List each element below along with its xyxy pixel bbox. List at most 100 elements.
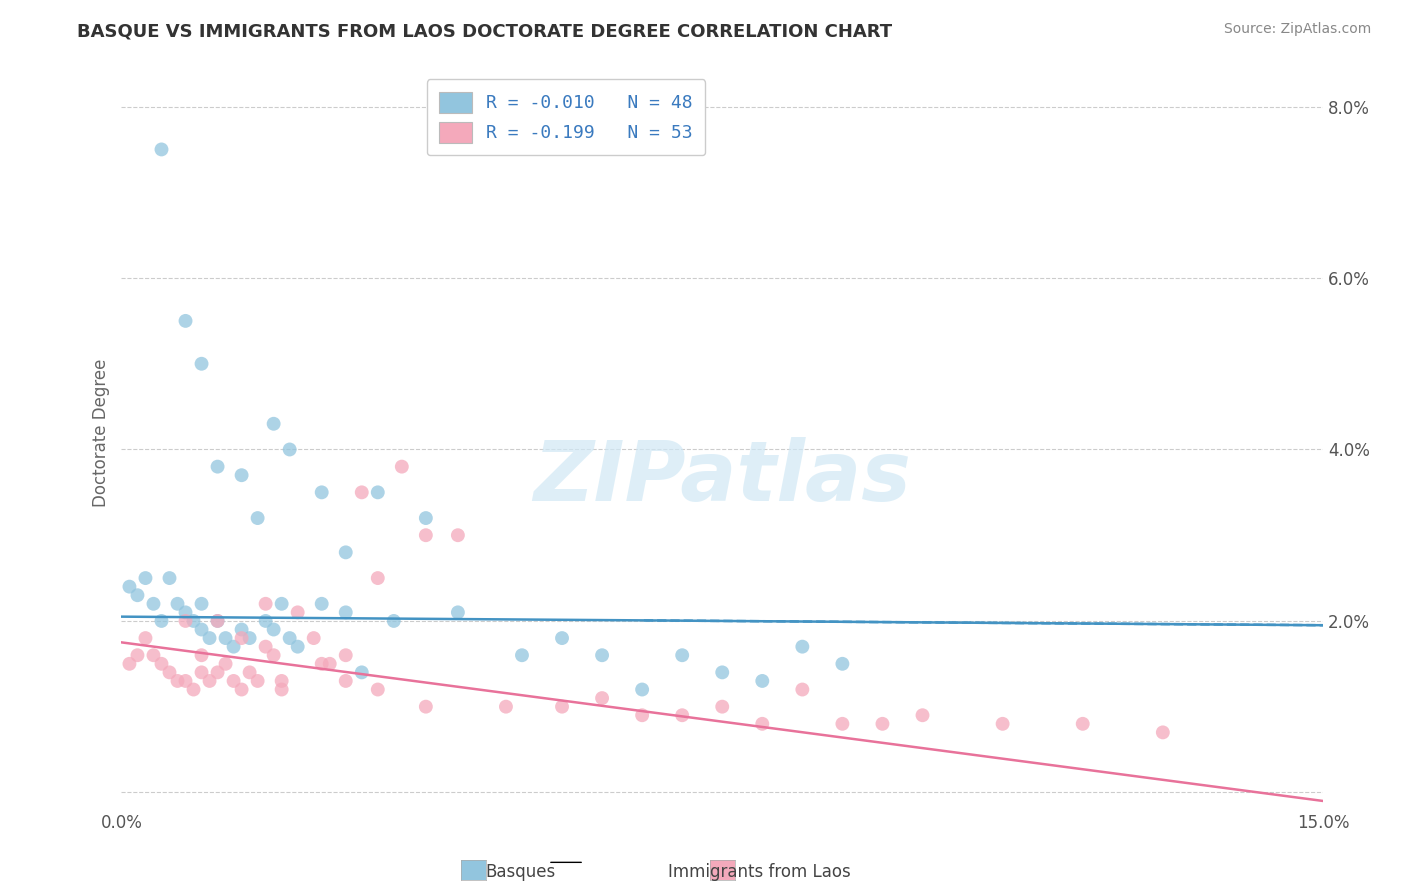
Point — [278, 442, 301, 457]
Point — [198, 673, 221, 688]
Point — [335, 606, 357, 620]
Point — [751, 673, 773, 688]
Point — [311, 597, 333, 611]
Point — [551, 631, 574, 645]
Point — [174, 673, 197, 688]
Point — [239, 665, 262, 680]
Point — [631, 682, 654, 697]
Point — [134, 571, 156, 585]
Point — [127, 648, 149, 663]
Text: Immigrants from Laos: Immigrants from Laos — [668, 863, 851, 881]
Point — [166, 673, 188, 688]
Point — [134, 631, 156, 645]
Point — [415, 528, 437, 542]
Point — [207, 614, 229, 628]
Point — [263, 623, 285, 637]
Point — [142, 648, 165, 663]
Point — [335, 673, 357, 688]
Point — [1071, 716, 1094, 731]
Point — [254, 640, 277, 654]
Point — [415, 511, 437, 525]
Point — [214, 657, 236, 671]
Point — [751, 716, 773, 731]
Point — [671, 648, 693, 663]
Point — [231, 623, 253, 637]
Point — [872, 716, 894, 731]
Point — [911, 708, 934, 723]
Point — [207, 614, 229, 628]
Point — [150, 657, 173, 671]
Point — [831, 716, 853, 731]
Point — [792, 682, 814, 697]
Point — [150, 614, 173, 628]
Point — [591, 648, 613, 663]
Point — [447, 606, 470, 620]
Point — [263, 417, 285, 431]
Point — [367, 682, 389, 697]
Point — [231, 631, 253, 645]
Point — [382, 614, 405, 628]
Point — [222, 640, 245, 654]
Point — [792, 640, 814, 654]
Point — [287, 606, 309, 620]
Point — [311, 485, 333, 500]
Point — [350, 485, 373, 500]
Point — [447, 528, 470, 542]
Point — [190, 597, 212, 611]
Point — [127, 588, 149, 602]
Point — [831, 657, 853, 671]
Point — [270, 673, 292, 688]
Text: ZIPatlas: ZIPatlas — [533, 437, 911, 518]
Point — [174, 606, 197, 620]
Point — [142, 597, 165, 611]
Point — [239, 631, 262, 645]
Point — [350, 665, 373, 680]
Point — [270, 682, 292, 697]
Point — [367, 571, 389, 585]
Point — [246, 511, 269, 525]
Point — [190, 623, 212, 637]
Point — [118, 657, 141, 671]
Point — [231, 468, 253, 483]
Point — [174, 614, 197, 628]
Point — [183, 614, 205, 628]
Text: BASQUE VS IMMIGRANTS FROM LAOS DOCTORATE DEGREE CORRELATION CHART: BASQUE VS IMMIGRANTS FROM LAOS DOCTORATE… — [77, 22, 893, 40]
Point — [263, 648, 285, 663]
Point — [118, 580, 141, 594]
Point — [198, 631, 221, 645]
Point — [335, 648, 357, 663]
Point — [190, 665, 212, 680]
Point — [207, 665, 229, 680]
Point — [159, 665, 181, 680]
Text: Basques: Basques — [485, 863, 555, 881]
Point — [183, 682, 205, 697]
Point — [991, 716, 1014, 731]
Point — [551, 699, 574, 714]
Point — [159, 571, 181, 585]
Point — [150, 143, 173, 157]
Point — [222, 673, 245, 688]
Point — [190, 357, 212, 371]
Point — [510, 648, 533, 663]
Point — [367, 485, 389, 500]
Legend: R = -0.010   N = 48, R = -0.199   N = 53: R = -0.010 N = 48, R = -0.199 N = 53 — [426, 79, 706, 155]
Point — [311, 657, 333, 671]
Point — [190, 648, 212, 663]
Point — [270, 597, 292, 611]
Point — [1152, 725, 1174, 739]
Point — [231, 682, 253, 697]
Point — [166, 597, 188, 611]
Point — [254, 614, 277, 628]
Point — [671, 708, 693, 723]
Point — [711, 665, 734, 680]
Point — [591, 691, 613, 706]
Point — [415, 699, 437, 714]
Point — [711, 699, 734, 714]
Text: Source: ZipAtlas.com: Source: ZipAtlas.com — [1223, 22, 1371, 37]
Point — [254, 597, 277, 611]
Point — [214, 631, 236, 645]
Point — [631, 708, 654, 723]
Point — [319, 657, 342, 671]
Point — [246, 673, 269, 688]
Point — [302, 631, 325, 645]
